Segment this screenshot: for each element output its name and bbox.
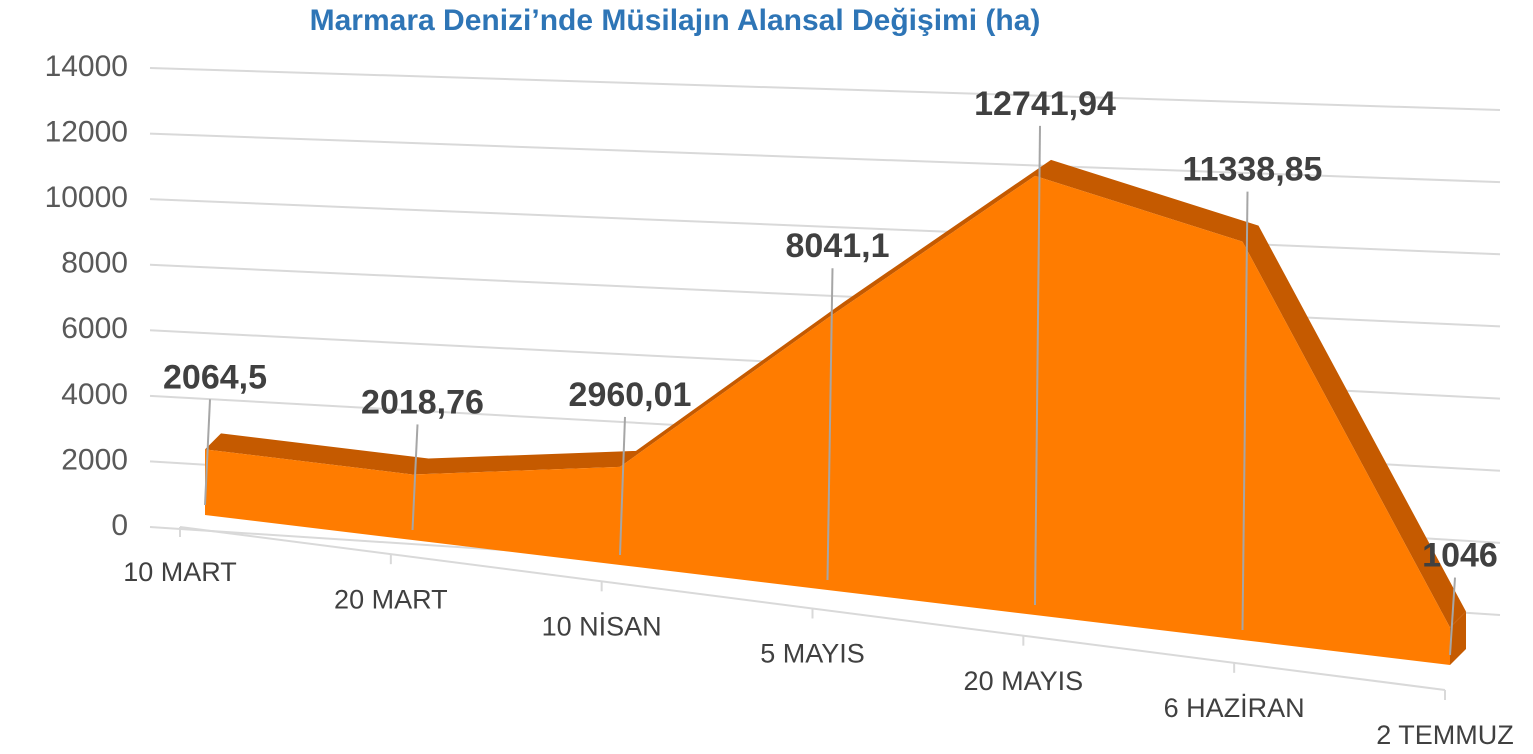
x-tick-label: 6 HAZİRAN bbox=[1164, 692, 1305, 723]
leader-line bbox=[826, 268, 834, 581]
leader-line bbox=[204, 399, 211, 506]
x-tick-label: 2 TEMMUZ bbox=[1376, 720, 1514, 750]
data-label: 2960,01 bbox=[569, 376, 692, 414]
y-tick-label: 14000 bbox=[45, 50, 128, 83]
y-tick-label: 6000 bbox=[61, 312, 128, 345]
area bbox=[205, 175, 1450, 665]
data-label: 2064,5 bbox=[163, 358, 267, 396]
leader-line bbox=[619, 416, 626, 556]
area-side bbox=[1450, 611, 1466, 665]
leader-line bbox=[1034, 125, 1041, 606]
leader-line bbox=[411, 424, 419, 531]
y-tick-label: 10000 bbox=[45, 181, 128, 214]
x-tick-label: 20 MAYIS bbox=[964, 666, 1084, 696]
grid-line bbox=[149, 198, 1501, 256]
y-tick-label: 2000 bbox=[61, 443, 128, 476]
x-tick-label: 10 NİSAN bbox=[542, 610, 662, 641]
grid-line bbox=[149, 67, 1501, 111]
x-tick-label: 10 MART bbox=[123, 557, 237, 587]
chart-title: Marmara Denizi’nde Müsilajın Alansal Değ… bbox=[310, 4, 1041, 37]
data-label: 1046 bbox=[1422, 537, 1498, 575]
y-tick-label: 12000 bbox=[45, 115, 128, 148]
y-tick-label: 8000 bbox=[61, 247, 128, 280]
x-tick-label: 5 MAYIS bbox=[760, 639, 865, 669]
x-tick-label: 20 MART bbox=[334, 584, 448, 614]
y-tick-label: 4000 bbox=[61, 378, 128, 411]
data-label: 8041,1 bbox=[786, 227, 890, 265]
data-label: 12741,94 bbox=[974, 85, 1116, 123]
data-label: 11338,85 bbox=[1183, 151, 1323, 189]
leader-line bbox=[1241, 191, 1249, 631]
grid-line bbox=[149, 132, 1501, 184]
data-label: 2018,76 bbox=[361, 383, 484, 421]
y-tick-label: 0 bbox=[111, 509, 128, 542]
leader-line bbox=[1449, 577, 1456, 656]
